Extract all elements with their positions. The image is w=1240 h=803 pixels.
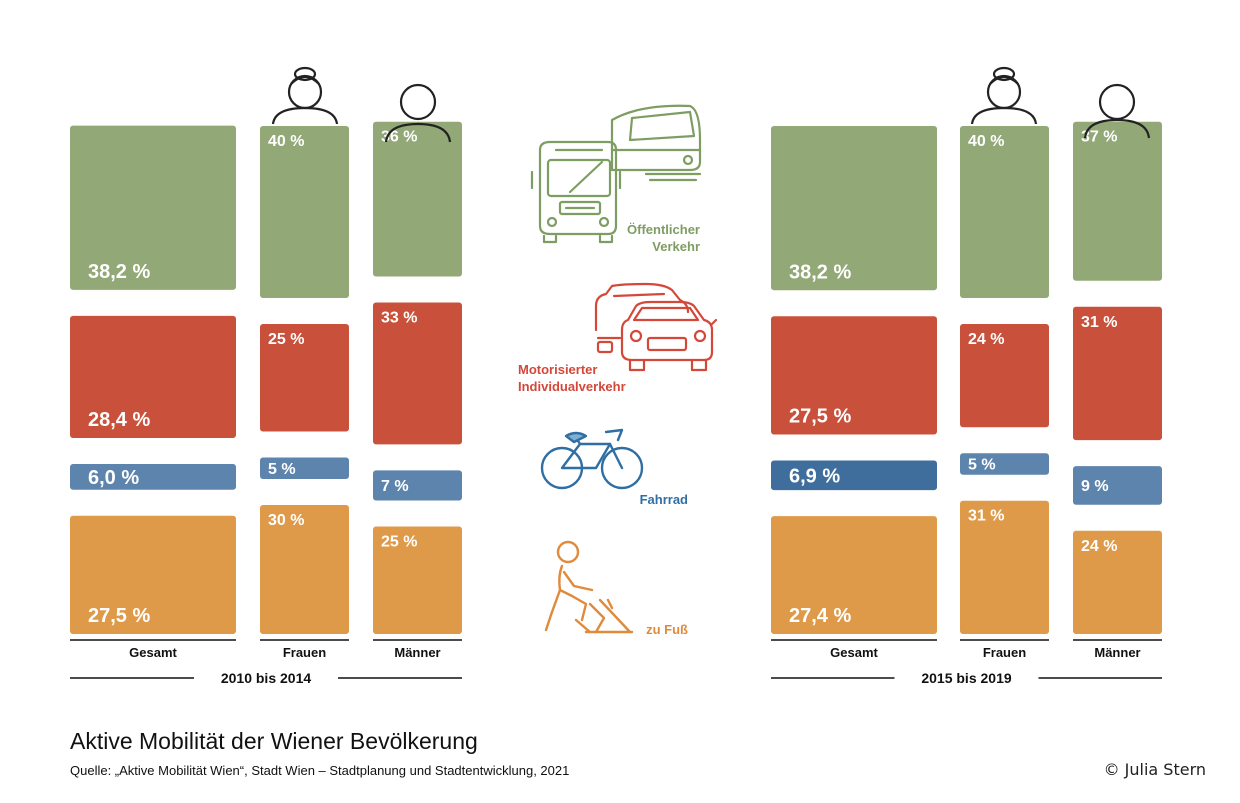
bar-fuss-männer [1073,530,1162,634]
pedestrian-icon [544,540,634,634]
data-label-miv-männer: 31 % [1081,314,1117,331]
bar-oeffentlich-gesamt [70,125,236,290]
data-label-fahrrad-gesamt: 6,9 % [789,465,840,487]
data-label-fuss-gesamt: 27,5 % [88,605,150,627]
bar-fahrrad-frauen [960,453,1049,475]
chart-canvas: 27,5 % 6,0 % 28,4 % 38,2 % 30 % 5 % 25 % 40 % 25… [70,66,1162,686]
bar-fuss-gesamt [771,516,937,634]
bar-fahrrad-gesamt [771,460,937,491]
data-label-fahrrad-frauen: 5 % [968,457,996,474]
credit: © Julia Stern [1103,760,1206,779]
man-icon [384,83,452,143]
bar-fuss-frauen [960,500,1049,634]
bar-miv-gesamt [70,315,236,438]
category-label-männer: Männer [1094,645,1140,660]
bar-miv-männer [1073,306,1162,441]
bar-miv-männer [373,302,462,445]
bar-fuss-frauen [260,505,349,634]
mode-label-miv-1: Motorisierter [518,362,597,377]
bar-fahrrad-frauen [260,457,349,479]
data-label-fuss-männer: 25 % [381,534,417,551]
data-label-miv-frauen: 24 % [968,331,1004,348]
data-label-fahrrad-männer: 9 % [1081,478,1109,495]
source-note: Quelle: „Aktive Mobilität Wien“, Stadt W… [70,763,570,778]
data-label-fuss-gesamt: 27,4 % [789,605,851,627]
bar-fuss-gesamt [70,515,236,634]
data-label-fahrrad-frauen: 5 % [268,461,296,478]
bars-layer: 27,5 % 6,0 % 28,4 % 38,2 % 30 % 5 % 25 % 40 % 25… [70,121,1162,634]
bar-fahrrad-gesamt [70,463,236,490]
data-label-oeffentlich-frauen: 40 % [268,133,304,150]
data-label-miv-männer: 33 % [381,310,417,327]
mode-label-miv-2: Individualverkehr [518,379,626,394]
data-label-fuss-frauen: 31 % [968,508,1004,525]
bar-fuss-männer [373,526,462,634]
data-label-oeffentlich-gesamt: 38,2 % [88,261,150,283]
data-label-miv-gesamt: 27,5 % [789,406,851,428]
category-label-frauen: Frauen [283,645,326,660]
data-label-oeffentlich-gesamt: 38,2 % [789,261,851,283]
data-label-fahrrad-männer: 7 % [381,478,409,495]
bar-oeffentlich-männer [373,121,462,277]
man-icon [1083,83,1151,139]
data-label-oeffentlich-männer: 37 % [1081,129,1117,146]
bar-oeffentlich-männer [1073,121,1162,281]
category-label-frauen: Frauen [983,645,1026,660]
bar-miv-frauen [960,324,1049,428]
data-label-fuss-frauen: 30 % [268,512,304,529]
chart-title: Aktive Mobilität der Wiener Bevölkerung [70,728,478,754]
bar-fahrrad-männer [373,470,462,501]
train-bus-icon [530,104,702,244]
data-label-fuss-männer: 24 % [1081,538,1117,555]
bar-fahrrad-männer [1073,466,1162,505]
bicycle-icon [540,428,644,490]
category-label-männer: Männer [394,645,440,660]
bar-oeffentlich-frauen [260,126,349,298]
data-label-miv-gesamt: 28,4 % [88,409,150,431]
mode-label-fuss: zu Fuß [646,622,688,637]
data-label-fahrrad-gesamt: 6,0 % [88,467,139,489]
category-label-gesamt: Gesamt [830,645,878,660]
period-label: 2015 bis 2019 [921,670,1012,686]
bar-oeffentlich-gesamt [771,126,937,291]
bar-oeffentlich-frauen [960,126,1049,298]
mode-label-fahrrad: Fahrrad [640,492,688,507]
cars-icon [594,282,718,372]
axis-layer: Gesamt Frauen Männer 2010 bis 2014 Gesamt Fra… [70,639,1162,686]
bar-miv-frauen [260,324,349,432]
bar-miv-gesamt [771,316,937,435]
data-label-miv-frauen: 25 % [268,331,304,348]
mode-label-oeffentlich-2: Verkehr [652,239,700,254]
woman-icon [271,66,339,125]
mode-label-oeffentlich-1: Öffentlicher [627,222,700,237]
woman-icon [970,66,1038,125]
data-label-oeffentlich-frauen: 40 % [968,133,1004,150]
category-label-gesamt: Gesamt [129,645,177,660]
period-label: 2010 bis 2014 [221,670,312,686]
